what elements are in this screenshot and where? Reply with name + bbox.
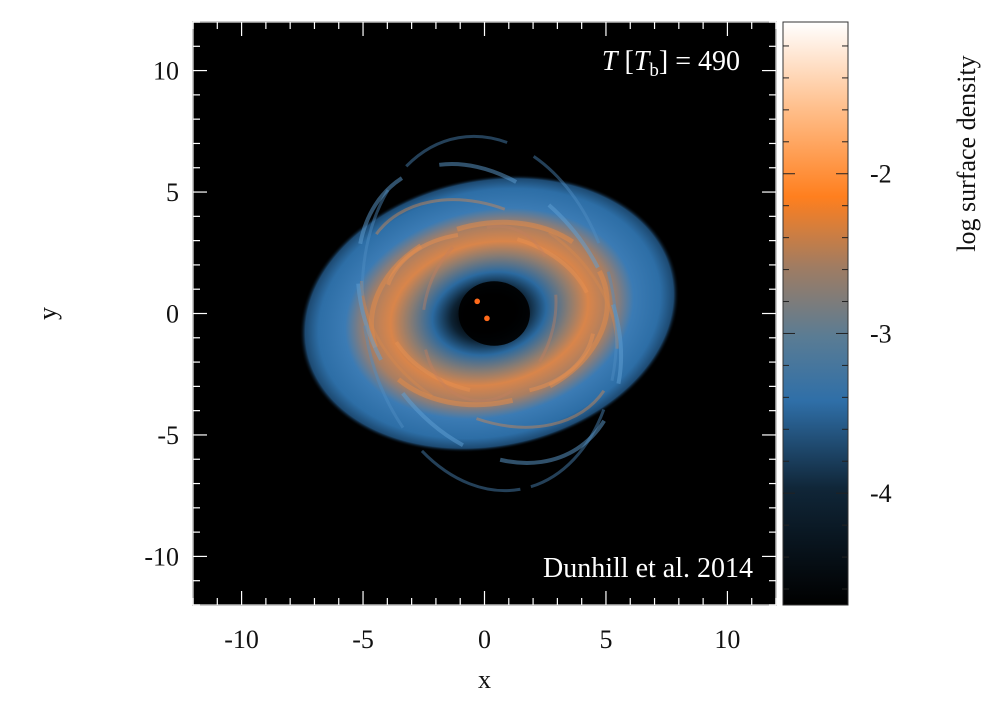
y-tick-label: 10 xyxy=(153,57,179,86)
disk-filament xyxy=(421,224,558,403)
disk-filament xyxy=(355,162,624,465)
axis-ticks xyxy=(192,21,777,606)
y-axis-label: y xyxy=(33,307,62,320)
colorbar-label: log surface density xyxy=(952,55,981,251)
density-map xyxy=(299,134,680,493)
colorbar-tick-label: -2 xyxy=(870,160,892,189)
x-tick-label: -10 xyxy=(224,625,259,654)
credit-annotation: Dunhill et al. 2014 xyxy=(543,553,753,584)
colorbar-tick-label: -4 xyxy=(870,479,892,508)
disk-filament xyxy=(360,134,618,493)
star-point xyxy=(484,315,490,322)
y-tick-label: -10 xyxy=(144,542,179,571)
x-axis-label: x xyxy=(478,665,491,694)
colorbar-ticks: -2 -3 -4 xyxy=(783,45,892,590)
colorbar xyxy=(782,21,849,606)
x-tick-label: -5 xyxy=(352,625,374,654)
disk-filament xyxy=(360,198,619,429)
x-tick-label: 10 xyxy=(714,625,740,654)
inner-cavity xyxy=(458,281,530,346)
y-tick-label: 0 xyxy=(166,300,179,329)
disk-filament xyxy=(382,231,597,396)
y-tick-label: 5 xyxy=(166,178,179,207)
x-tick-label: 5 xyxy=(599,625,612,654)
x-tick-label: 0 xyxy=(478,625,491,654)
time-annotation: T [Tb] = 490 xyxy=(602,46,740,81)
star-point xyxy=(474,298,481,305)
y-tick-label: -5 xyxy=(157,421,179,450)
colorbar-tick-label: -3 xyxy=(870,319,892,348)
